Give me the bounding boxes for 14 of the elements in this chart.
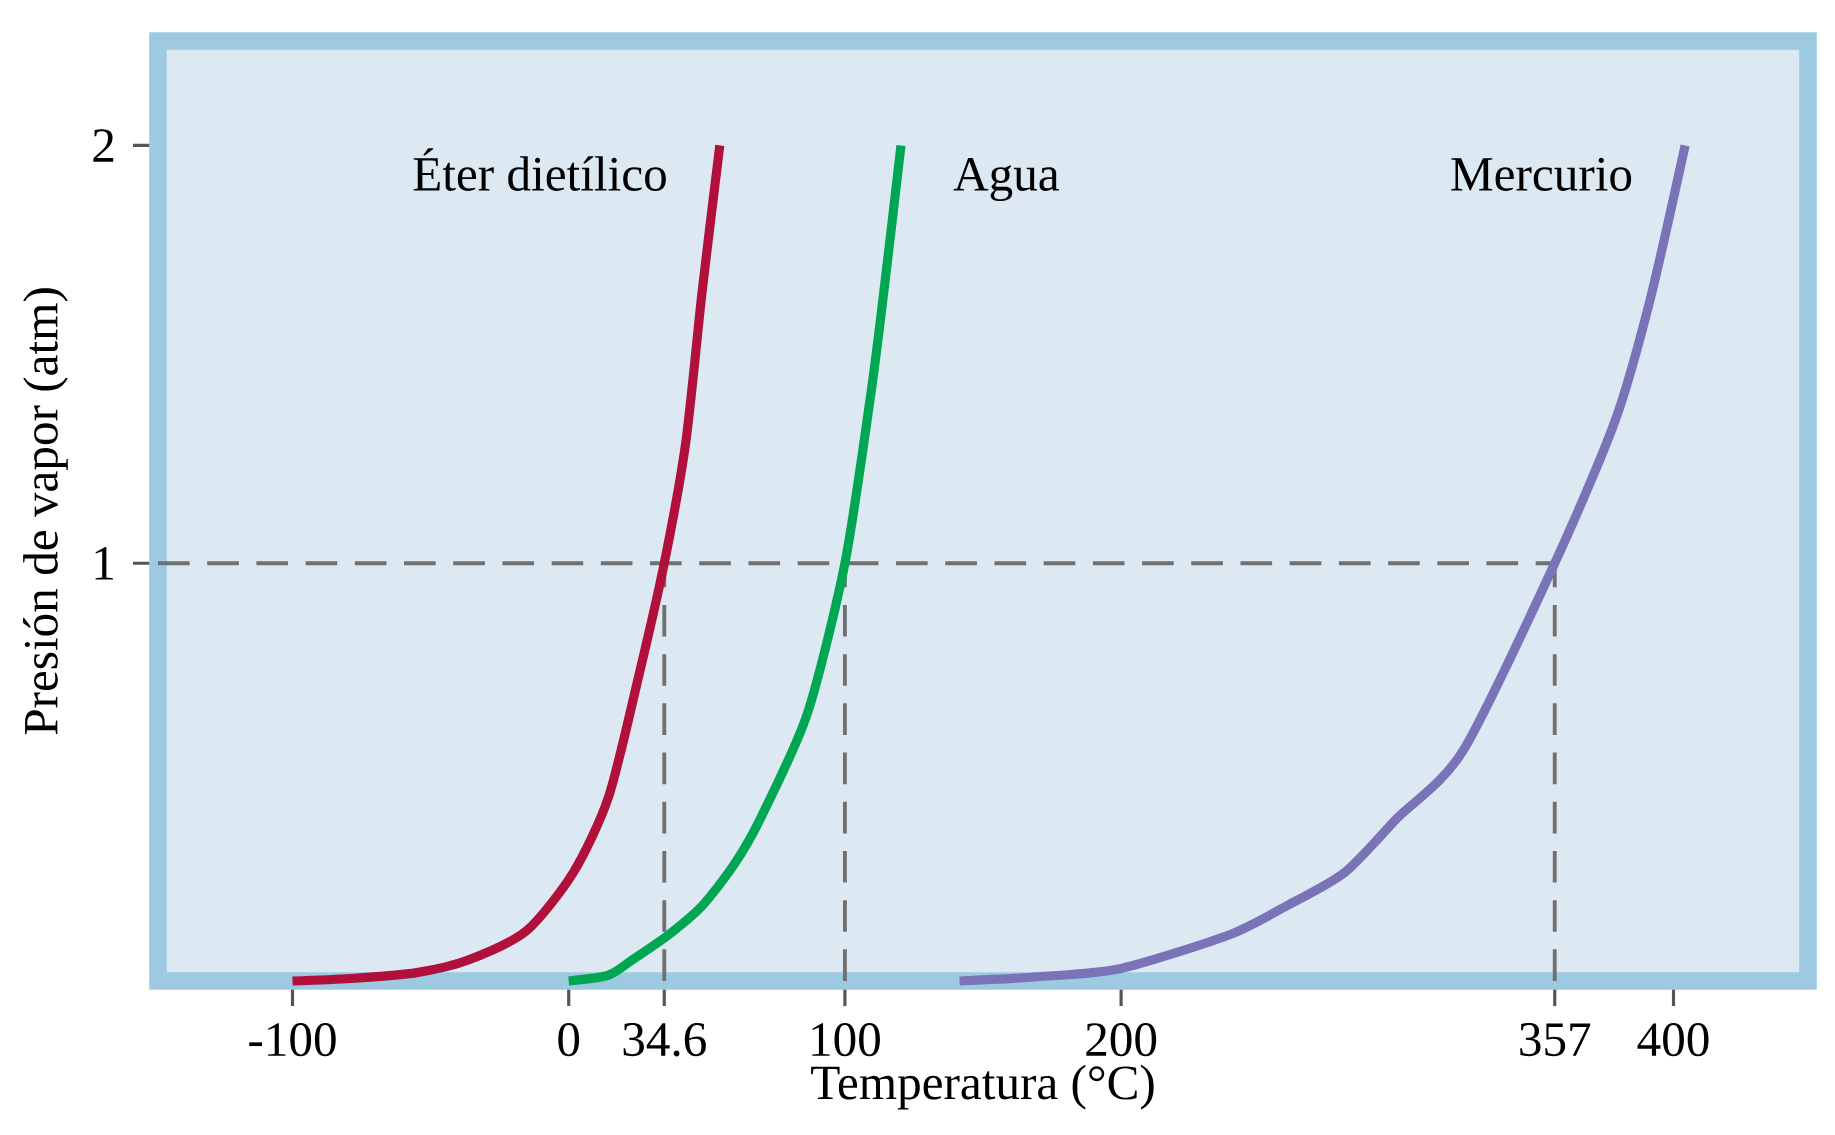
x-tick-label: 100 xyxy=(812,1023,880,1057)
series-label: Éter dietílico xyxy=(413,148,666,191)
x-tick-label: 200 xyxy=(1086,1023,1157,1057)
x-axis-title: Temperatura (°C) xyxy=(811,1064,1154,1110)
x-tick-label: -100 xyxy=(249,1023,336,1057)
y-tick-label: 2 xyxy=(93,129,114,162)
x-tick-label: 34.6 xyxy=(623,1023,706,1057)
series-label: Mercurio xyxy=(1451,157,1632,191)
series-label: Agua xyxy=(953,157,1059,202)
y-tick-label: 1 xyxy=(95,546,113,580)
x-tick-label: 400 xyxy=(1637,1023,1709,1057)
x-tick-label: 357 xyxy=(1520,1023,1591,1057)
x-tick-label: 0 xyxy=(558,1023,580,1057)
y-axis-title: Presión de vapor (atm) xyxy=(23,288,68,735)
